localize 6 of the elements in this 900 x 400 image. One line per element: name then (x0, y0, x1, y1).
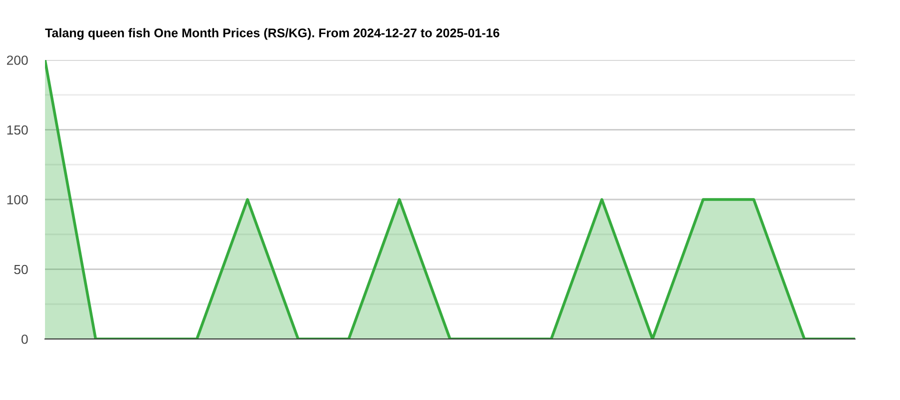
y-tick-label: 100 (7, 195, 28, 204)
y-tick-label: 200 (6, 56, 28, 65)
y-tick-label: 50 (14, 264, 28, 274)
chart-title: Talang queen fish One Month Prices (RS/KG). From 2024-12-27 to 2025-01-16 (45, 28, 500, 40)
y-tick-label: 150 (7, 125, 28, 135)
y-tick-label: 0 (22, 334, 28, 344)
